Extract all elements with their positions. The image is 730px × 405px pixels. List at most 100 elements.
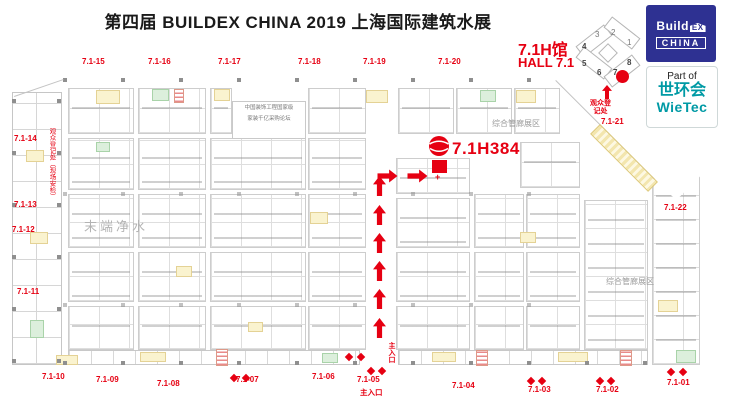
highlighted-booth-yellow [366,90,388,103]
gate-label: 7.1-04 [452,381,475,390]
booth-block [210,138,306,190]
route-diamond-icon [606,376,616,386]
gate-label: 7.1-15 [82,57,105,66]
highlighted-booth-yellow [516,90,536,103]
gate-label: 7.1-09 [96,375,119,384]
booth-block [474,306,524,350]
main-entrance-vertical: 主入口 [388,342,395,363]
gate-label: 7.1-07 [236,375,259,384]
gate-label: 7.1-06 [312,372,335,381]
booth-block [308,306,366,350]
minimap-hall-5: 5 [582,59,587,68]
gate-label: 7.1-08 [157,379,180,388]
zone-utility-tunnel-right: 综合管廊展区 [606,277,654,286]
highlighted-booth-green [480,90,496,102]
route-diamond-icon [526,376,536,386]
wietec-badge: Part of 世环会 WieTec [646,66,718,128]
route-diamond-icon [678,367,688,377]
route-up-arrow-icon [373,261,386,281]
minimap-hall-7: 7 [613,68,618,77]
booth-block [526,194,580,248]
highlighted-booth-green [152,89,169,101]
booth-block [138,88,206,134]
pillar-row [63,303,583,307]
booth-block [308,138,366,190]
hall-label-en: HALL 7.1 [518,55,575,70]
pillar-row [63,361,650,365]
route-diamond-icon [595,376,605,386]
logo-build-text: Build EX [646,19,716,33]
zone-utility-tunnel-top: 综合管廊展区 [492,119,540,128]
route-diamond-icon [366,366,376,376]
highlighted-booth-green [676,350,696,363]
highlighted-booth-yellow [30,232,48,244]
main-entrance-label: 主入口 [360,388,383,397]
booth-block [138,138,206,190]
booth-block [474,252,524,302]
booth-cross-mark: + [435,172,441,182]
gate-label: 7.1-12 [12,225,35,234]
pillar-column [57,92,61,363]
booth-block [138,252,206,302]
logo-china-text: CHINA [655,37,707,49]
booth-block [210,306,306,350]
gate-label: 7.1-02 [596,385,619,394]
gate-label: 7.1-10 [42,372,65,381]
route-diamond-icon [377,366,387,376]
booth-block [526,252,580,302]
booth-block [308,88,366,134]
gate-label: 7.1-21 [601,117,624,126]
gate-label: 7.1-11 [17,287,40,296]
page-title: 第四届 BUILDEX CHINA 2019 上海国际建筑水展 [104,13,492,32]
zone-terminal-water: 末端净水 [84,219,149,234]
booth-block [68,252,134,302]
forum-booth: 中国装饰工程国家级 家装千亿采购论坛 [232,101,306,139]
gate-label: 7.1-01 [667,378,690,387]
gate-label: 7.1-16 [148,57,171,66]
minimap-hall-4: 4 [582,42,587,51]
gate-label: 7.1-18 [298,57,321,66]
registration-line1: 观众登 [590,100,611,107]
highlighted-booth-yellow [248,322,263,332]
gate-label: 7.1-20 [438,57,461,66]
minimap-hall-2: 2 [611,28,616,37]
highlighted-booth-yellow [520,232,536,243]
minimap-hall-3: 3 [595,30,600,39]
forum-line1: 中国装饰工程国家级 [244,105,294,111]
minimap-hall-1: 1 [627,38,632,47]
booth-block [68,306,134,350]
minimap-registration-arrow-icon [602,85,612,99]
part-of-text: Part of [667,71,697,82]
route-up-arrow-icon [373,205,386,225]
booth-block [520,142,580,188]
left-wing-rooms [12,92,62,365]
route-up-arrow-icon [373,233,386,253]
gate-label: 7.1-13 [14,200,37,209]
wietec-cn: 世环会 [657,82,706,99]
gate-label: 7.1-19 [363,57,386,66]
hall-label-cn: 7.1H馆 [518,42,568,59]
highlighted-booth-yellow [176,266,192,277]
booth-block [210,194,306,248]
booth-block [308,252,366,302]
gate-label: 7.1-05 [357,375,380,384]
pillar-row [63,192,583,196]
gate-label: 7.1-22 [664,203,687,212]
logo-ex-house-icon: EX [689,23,706,32]
wietec-en: WieTec [656,99,708,115]
highlighted-booth-green [96,142,110,152]
forum-line2: 家装千亿采购论坛 [247,116,291,122]
gate-label: 7.1-17 [218,57,241,66]
booth-block [526,306,580,350]
logo-build: Build [656,19,689,33]
right-wing-rooms [652,176,700,365]
route-diamond-icon [666,367,676,377]
buildex-logo: Build EX CHINA [646,5,716,62]
gate-label: 7.1-14 [14,134,37,143]
booth-block [398,88,454,134]
registration-note: 观众登记处（现场安检） [48,128,55,200]
minimap-hall-8: 8 [627,58,632,67]
highlighted-booth-yellow [214,89,230,101]
highlighted-booth-yellow [658,300,678,312]
